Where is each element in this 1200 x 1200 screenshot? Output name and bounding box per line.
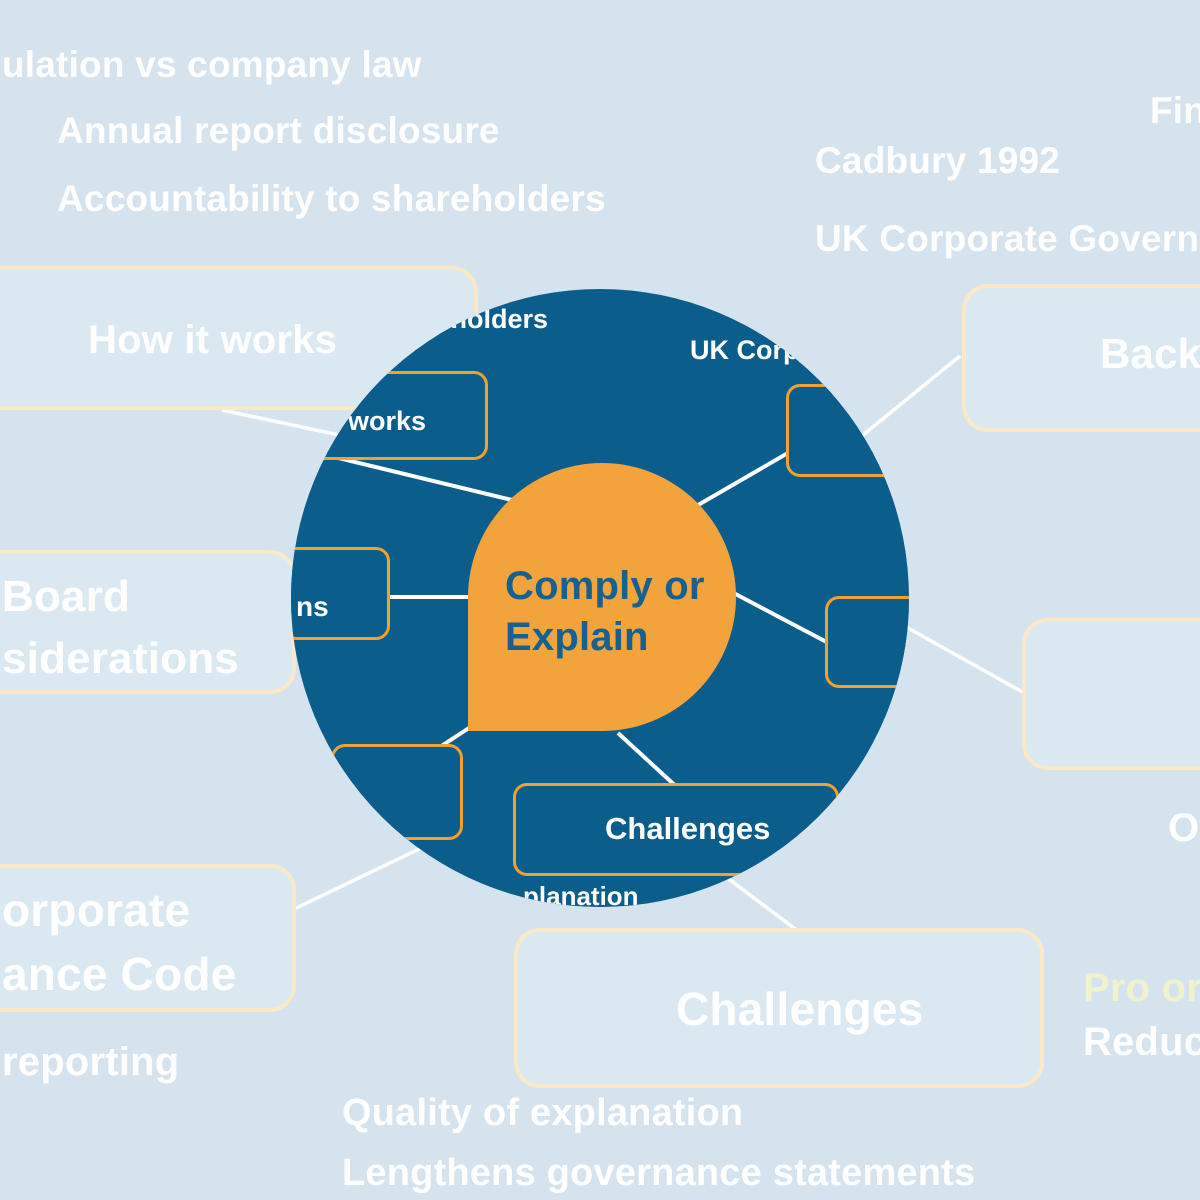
zoom-lens-overlay: works ns Challenges reholders UK Corp pl…	[291, 289, 909, 907]
leaf-uk-corporate-governance[interactable]: UK Corporate Governa	[815, 218, 1200, 259]
node-governance-code[interactable]	[0, 864, 296, 1012]
leaf-accountability-shareholders[interactable]: Accountability to shareholders	[57, 178, 606, 219]
node-background[interactable]	[962, 284, 1200, 432]
leaf-quality-of-explanation[interactable]: Quality of explanation	[342, 1092, 744, 1134]
node-label-how-it-works: How it works	[88, 318, 338, 362]
bubble-line2: Explain	[505, 615, 649, 659]
lens-node-bottom-left	[331, 744, 463, 840]
cgc-line2: ance Code	[2, 948, 237, 1000]
lens-node-right-top	[786, 384, 898, 477]
lens-node-works	[298, 371, 488, 460]
lens-node-challenges	[513, 783, 839, 876]
lens-connector-right-top	[684, 444, 802, 514]
board-line2: siderations	[2, 634, 239, 683]
node-label-board-considerations: Board siderations	[2, 566, 239, 690]
center-bubble-label: Comply or Explain	[505, 561, 705, 663]
leaf-annual-report-disclosure[interactable]: Annual report disclosure	[57, 110, 500, 151]
lens-leaf-planation: planation	[523, 881, 639, 907]
lens-node-ns	[291, 547, 390, 640]
leaf-reduce-truncated[interactable]: Reduce	[1083, 1020, 1200, 1064]
lens-leaf-reholders: reholders	[425, 304, 549, 334]
center-bubble-comply-or-explain	[468, 463, 736, 731]
bubble-line1: Comply or	[505, 564, 705, 608]
node-challenges[interactable]	[514, 928, 1044, 1088]
leaf-reporting[interactable]: reporting	[2, 1040, 180, 1084]
leaf-fin-truncated[interactable]: Fin	[1150, 90, 1200, 131]
leaf-lengthens-statements[interactable]: Lengthens governance statements	[342, 1152, 976, 1194]
leaf-o-truncated[interactable]: O	[1168, 806, 1200, 850]
board-line1: Board	[2, 572, 131, 621]
lens-label-ns: ns	[296, 591, 329, 622]
node-label-governance-code: orporate ance Code	[2, 878, 236, 1006]
lens-label-works: works	[348, 406, 427, 436]
cgc-line1: orporate	[2, 884, 191, 936]
leaf-pro-or-highlighted[interactable]: Pro or	[1083, 966, 1200, 1010]
node-label-background: Back	[1100, 330, 1200, 377]
lens-leaf-uk-corp: UK Corp	[690, 335, 800, 365]
lens-connector-right-mid	[725, 587, 837, 649]
leaf-cadbury-1992[interactable]: Cadbury 1992	[815, 140, 1061, 181]
leaf-regulation-vs-company-law[interactable]: ulation vs company law	[2, 44, 422, 85]
lens-node-right-mid	[825, 596, 909, 688]
lens-connector-challenges	[616, 731, 682, 792]
node-right-offscreen[interactable]	[1022, 618, 1200, 770]
lens-label-challenges: Challenges	[605, 811, 771, 846]
node-label-challenges: Challenges	[676, 983, 924, 1035]
